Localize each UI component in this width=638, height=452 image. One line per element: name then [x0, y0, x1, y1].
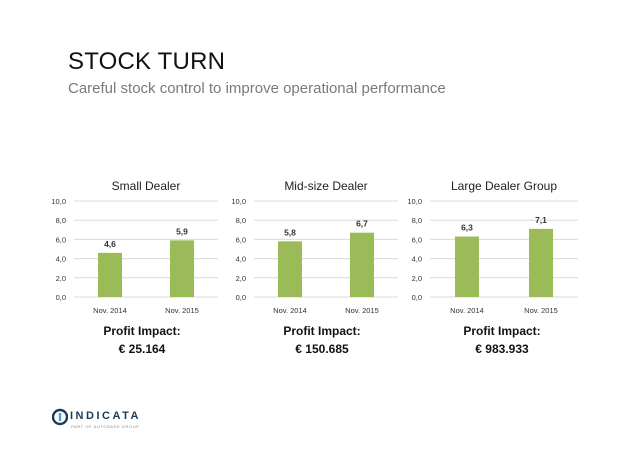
profit-impact-label: Profit Impact:	[463, 324, 541, 338]
bar	[350, 232, 374, 297]
chart-title: Small Dealer	[112, 179, 181, 193]
bar-value-label: 6,7	[356, 219, 368, 229]
bar-value-label: 5,9	[176, 226, 188, 236]
profit-impact-label: Profit Impact:	[103, 324, 181, 338]
y-tick-label: 0,0	[412, 293, 422, 302]
y-tick-label: 10,0	[51, 197, 66, 206]
x-tick-label: Nov. 2014	[273, 306, 307, 315]
page-subtitle: Careful stock control to improve operati…	[68, 80, 446, 97]
profit-impact-large: Profit Impact: € 983.933	[422, 322, 582, 358]
page-title: STOCK TURN	[68, 48, 226, 75]
y-tick-label: 6,0	[236, 235, 246, 244]
logo-wordmark: INDICATA	[70, 410, 141, 422]
y-tick-label: 4,0	[412, 255, 422, 264]
bar	[529, 228, 553, 297]
profit-impact-small: Profit Impact: € 25.164	[62, 322, 222, 358]
y-tick-label: 0,0	[236, 293, 246, 302]
bar	[278, 241, 302, 297]
y-tick-label: 8,0	[412, 216, 422, 225]
y-tick-label: 10,0	[231, 197, 246, 206]
profit-impact-label: Profit Impact:	[283, 324, 361, 338]
logo-tagline: PART OF AUTOBASE GROUP	[71, 424, 140, 429]
x-tick-label: Nov. 2014	[450, 306, 484, 315]
y-tick-label: 4,0	[56, 255, 66, 264]
y-tick-label: 2,0	[412, 274, 422, 283]
bar-value-label: 7,1	[535, 215, 547, 225]
x-tick-label: Nov. 2015	[165, 306, 199, 315]
bar	[170, 240, 194, 297]
indicata-logo-icon	[52, 408, 68, 426]
chart-title: Mid-size Dealer	[284, 179, 367, 193]
profit-impact-value: € 150.685	[295, 342, 349, 356]
x-tick-label: Nov. 2015	[524, 306, 558, 315]
bar	[455, 236, 479, 297]
y-tick-label: 2,0	[56, 274, 66, 283]
profit-impact-value: € 25.164	[118, 342, 166, 356]
y-tick-label: 0,0	[56, 293, 66, 302]
y-tick-label: 8,0	[56, 216, 66, 225]
profit-impact-midsize: Profit Impact: € 150.685	[242, 322, 402, 358]
y-tick-label: 6,0	[56, 235, 66, 244]
y-tick-label: 10,0	[407, 197, 422, 206]
bar	[98, 252, 122, 297]
bar-value-label: 5,8	[284, 227, 296, 237]
bar-value-label: 4,6	[104, 239, 116, 249]
profit-impact-value: € 983.933	[475, 342, 529, 356]
y-tick-label: 8,0	[236, 216, 246, 225]
y-tick-label: 2,0	[236, 274, 246, 283]
y-tick-label: 6,0	[412, 235, 422, 244]
x-tick-label: Nov. 2015	[345, 306, 379, 315]
x-tick-label: Nov. 2014	[93, 306, 127, 315]
y-tick-label: 4,0	[236, 255, 246, 264]
chart-title: Large Dealer Group	[451, 179, 557, 193]
bar-value-label: 6,3	[461, 223, 473, 233]
